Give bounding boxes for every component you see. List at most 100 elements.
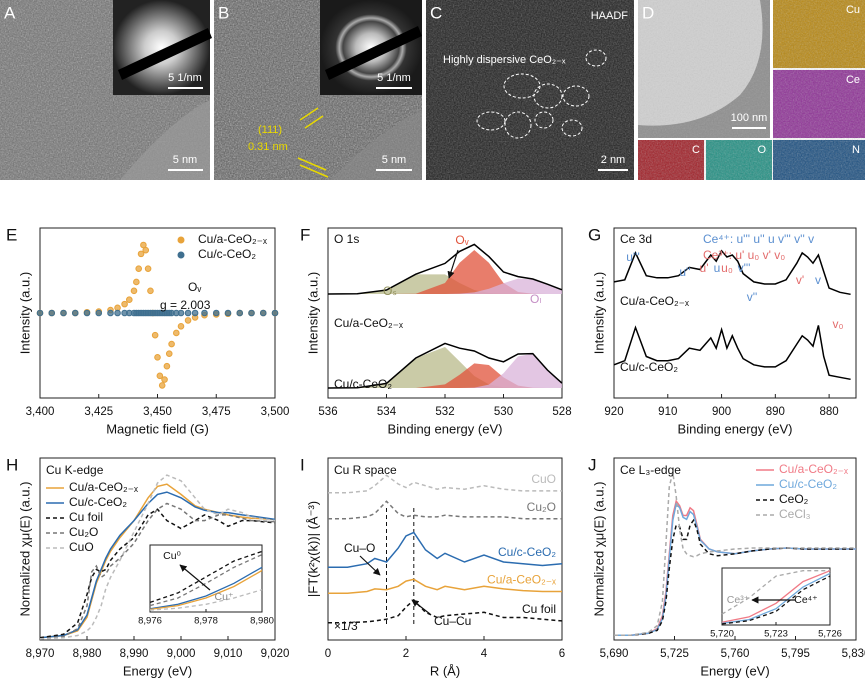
inset-chart: 8,976 8,978 8,980 Cu⁰ Cu⁺: [138, 544, 274, 627]
chart: 0 2 4 6 I R (Å) |FT(k²χ(k))| (Å⁻³) CuO Cu₂O Cu/c-…: [300, 455, 565, 678]
x-tick-label: 5,795: [781, 648, 810, 660]
panel-letter: D: [642, 3, 654, 22]
legend-marker: [177, 251, 185, 259]
image-label: 2 nm: [601, 154, 625, 166]
image-region: [120, 100, 210, 180]
peak-area: [328, 250, 562, 294]
data-point: [236, 309, 244, 317]
x-tick-label: 8,980: [73, 648, 102, 660]
data-point: [212, 309, 220, 317]
x-tick-label: 8,980: [250, 616, 274, 627]
cluster-outline: [561, 119, 583, 137]
annotation: ×1/3: [334, 619, 358, 633]
image-texture: [773, 0, 865, 180]
x-tick-label: 3,500: [261, 406, 290, 418]
data-point: [126, 296, 133, 303]
data-line: [327, 243, 563, 295]
micrograph-c: [426, 0, 634, 180]
chart: 5,690 5,725 5,760 5,795 5,830 J Energy (eV) Nor…: [588, 455, 865, 678]
legend-marker: [177, 236, 185, 244]
x-axis-label: Energy (eV): [123, 663, 192, 678]
x-tick-label: 2: [403, 648, 409, 660]
data-point: [163, 362, 171, 370]
lattice-line: [304, 115, 324, 129]
image-label: HAADF: [591, 10, 629, 22]
data-point: [173, 329, 180, 337]
data-point: [83, 309, 91, 317]
data-line: [721, 575, 831, 625]
series-label: Cu/c-CeO₂: [498, 545, 556, 559]
data-line: [39, 502, 276, 640]
x-tick-label: 0: [325, 648, 331, 660]
data-point: [151, 331, 159, 339]
data-point: [201, 309, 208, 317]
annotation: Ce 3d: [620, 232, 652, 246]
annotation: Ce⁴⁺: [794, 594, 818, 606]
y-axis-label: |FT(k²χ(k))| (Å⁻³): [305, 501, 320, 597]
plot-frame: [327, 457, 563, 641]
image-texture: [638, 140, 773, 180]
data-line: [613, 325, 851, 381]
y-axis-label: Intensity (a.u.): [305, 272, 320, 354]
data-point: [48, 309, 56, 317]
panel-letter: A: [4, 3, 16, 22]
data-point: [135, 265, 142, 272]
inset-image: [113, 0, 210, 95]
annotation: g = 2.003: [160, 298, 211, 312]
data-line: [149, 589, 263, 611]
legend-label: CuO: [69, 540, 94, 554]
data-line: [328, 500, 562, 520]
chart: 920 910 900 890 880 G Binding energy (eV) Inten…: [588, 225, 857, 436]
data-line: [721, 572, 831, 625]
annotation: Cu/a-CeO₂₋ₓ: [620, 294, 689, 308]
legend-label: Cu/a-CeO₂₋ₓ: [69, 480, 138, 494]
data-point: [158, 382, 166, 389]
x-tick-label: 536: [318, 406, 337, 418]
x-tick-label: 5,725: [660, 648, 689, 660]
annotation: Oₛ: [383, 284, 397, 298]
x-axis-label: Magnetic field (G): [106, 421, 209, 436]
cluster-outline: [585, 49, 607, 67]
annotation: Cu⁺: [215, 591, 234, 603]
arrow: [179, 564, 211, 591]
x-tick-label: 910: [658, 406, 677, 418]
data-point: [142, 246, 150, 254]
cluster-outline: [533, 83, 563, 109]
cluster-outline: [476, 111, 506, 131]
lattice-line: [299, 107, 319, 121]
annotation: v''': [738, 261, 751, 275]
beam-stop: [325, 26, 422, 80]
annotation: O 1s: [334, 232, 359, 246]
micrograph-a: [0, 0, 212, 180]
annotation: Ce³⁺: u' u₀ v' v₀: [703, 248, 785, 262]
image-label: 5 1/nm: [377, 72, 411, 84]
x-tick-label: 3,425: [84, 406, 113, 418]
data-point: [114, 309, 121, 317]
data-point: [168, 340, 175, 348]
chart: 536 534 532 530 528 F Binding energy (eV) Inten…: [300, 225, 572, 436]
data-line: [721, 570, 831, 623]
annotation: Cu⁰: [163, 550, 181, 562]
arrow: [447, 249, 459, 279]
legend-label: Cu foil: [69, 510, 103, 524]
image-label: (111): [258, 124, 282, 136]
arrow: [359, 555, 381, 576]
panel-letter: H: [6, 455, 18, 474]
data-line: [328, 599, 563, 624]
annotation: Ce³⁺: [727, 594, 750, 606]
x-tick-label: 8,990: [120, 648, 149, 660]
data-line: [327, 342, 563, 389]
data-line: [328, 578, 562, 594]
panel-letter: I: [300, 455, 305, 474]
image-label: 5 nm: [382, 154, 406, 166]
annotation: Cu/c-CeO₂: [334, 377, 392, 391]
micrograph-b: [214, 0, 422, 180]
data-point: [191, 309, 199, 317]
x-tick-label: 5,830: [842, 648, 865, 660]
data-point: [95, 309, 103, 317]
x-tick-label: 4: [481, 648, 488, 660]
y-axis-label: Intensity (a.u.): [17, 272, 32, 354]
data-point: [130, 287, 138, 295]
data-point: [140, 241, 147, 249]
x-tick-label: 3,475: [202, 406, 231, 418]
